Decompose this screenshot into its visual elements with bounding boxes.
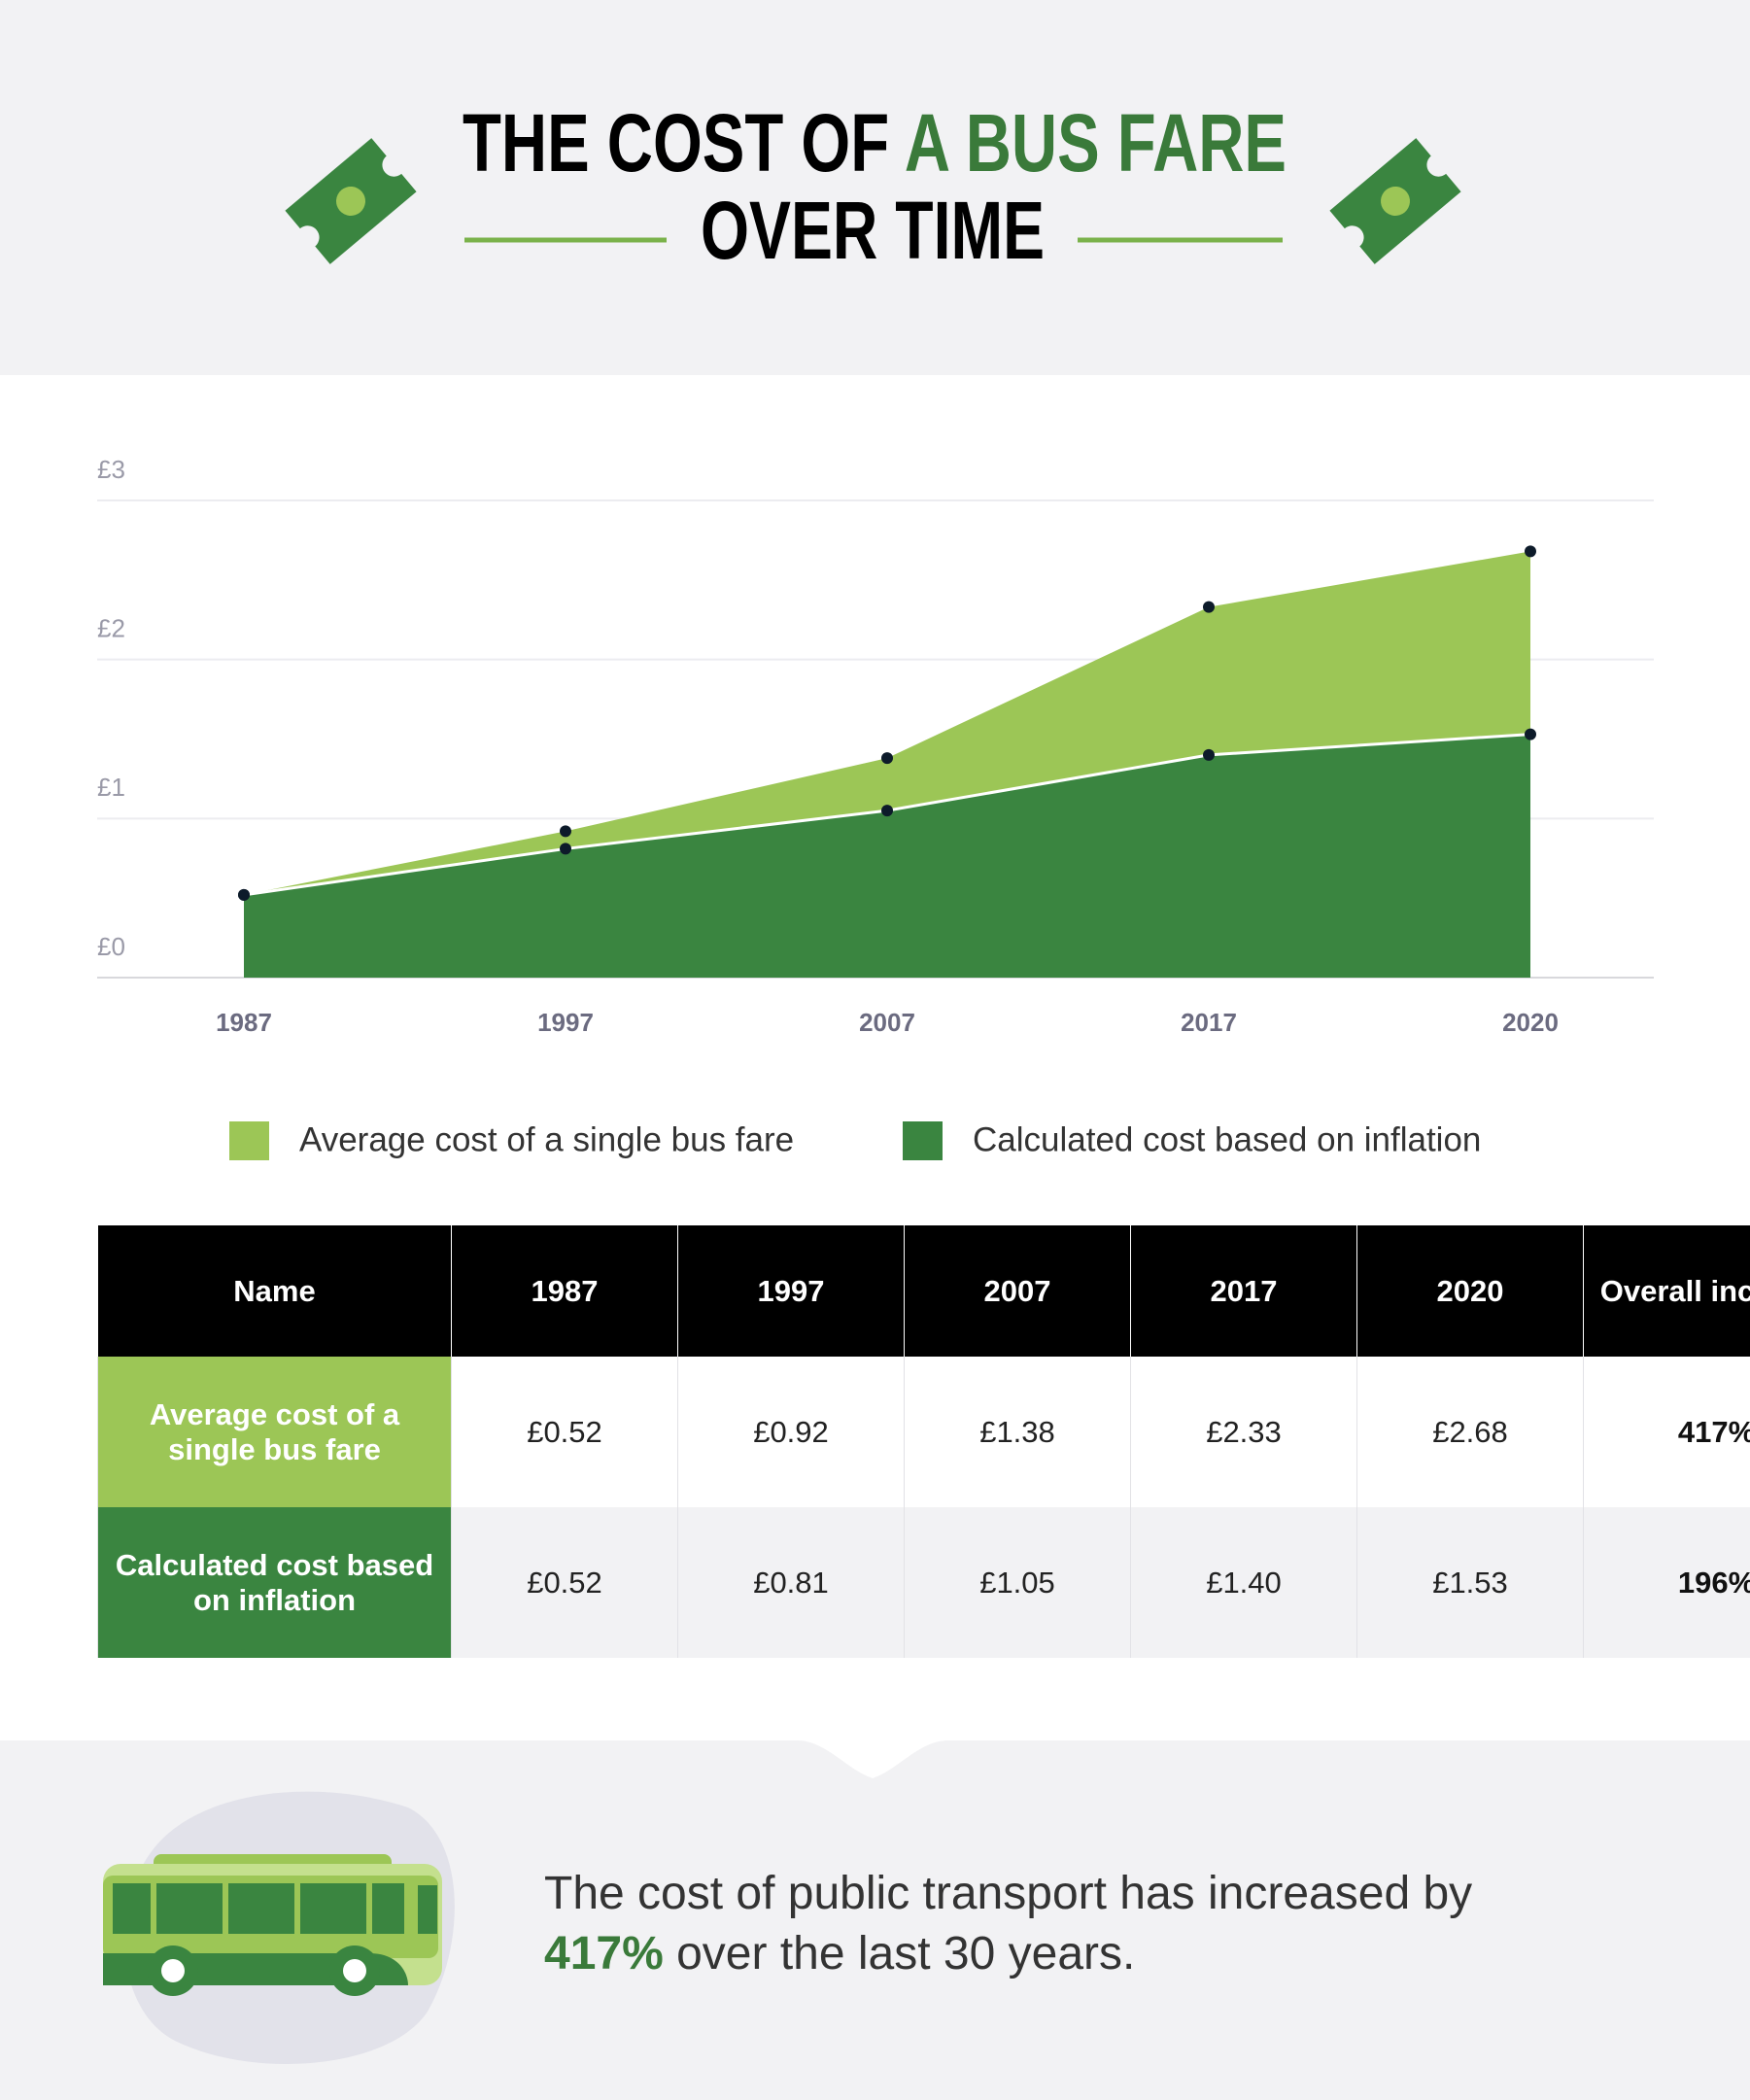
table-header-cell: 2007 [904, 1225, 1131, 1357]
point [1525, 545, 1536, 558]
y-tick-label: £0 [97, 932, 125, 961]
title-black: THE COST OF [463, 97, 889, 189]
point [881, 805, 893, 817]
table-header-cell: 2017 [1130, 1225, 1357, 1357]
row-header-cell: Calculated cost based on inflation [97, 1507, 452, 1658]
footer-text-after: over the last 30 years. [676, 1928, 1136, 1980]
header-bg [0, 0, 1750, 375]
footer-text: The cost of public transport has increas… [544, 1864, 1662, 1984]
legend: Average cost of a single bus fare Calcula… [229, 1120, 1481, 1160]
table-cell: £1.40 [1130, 1507, 1357, 1658]
x-tick-label: 2020 [1502, 1008, 1559, 1037]
table-cell: 417% [1583, 1357, 1750, 1507]
legend-swatch [229, 1121, 269, 1160]
table-cell: £0.92 [677, 1357, 905, 1507]
point [1203, 601, 1215, 613]
title-line2: OVER TIME [701, 185, 1045, 276]
y-tick-label: £1 [97, 773, 125, 802]
table-cell: £0.81 [677, 1507, 905, 1658]
y-tick-label: £3 [97, 455, 125, 484]
table-cell: £0.52 [451, 1357, 678, 1507]
x-tick-label: 1997 [537, 1008, 594, 1037]
table-header-cell: 2020 [1356, 1225, 1584, 1357]
ticket-icon [1329, 138, 1461, 264]
legend-label: Calculated cost based on inflation [973, 1120, 1481, 1158]
area [244, 734, 1530, 978]
table-cell: £1.53 [1356, 1507, 1584, 1658]
y-tick-label: £2 [97, 614, 125, 643]
row-header-cell: Average cost of a single bus fare [97, 1357, 452, 1507]
footer-text-before: The cost of public transport has increas… [544, 1868, 1473, 1919]
ticket-icon [285, 138, 417, 264]
point [560, 843, 571, 855]
title-green: A BUS FARE [905, 97, 1287, 189]
x-tick-label: 2007 [859, 1008, 915, 1037]
table-row: Calculated cost based on inflation £0.52 £… [97, 1507, 1750, 1658]
table-cell: 196% [1583, 1507, 1750, 1658]
plot: £0 £1 £2 £3 1987 1997 2007 2017 2020 [97, 455, 1654, 1037]
table-header-cell: Name [97, 1225, 452, 1357]
table-header-cell: 1997 [677, 1225, 905, 1357]
table-header-cell: Overall increase [1583, 1225, 1750, 1357]
x-tick-label: 1987 [216, 1008, 272, 1037]
legend-swatch [903, 1121, 943, 1160]
table-cell: £0.52 [451, 1507, 678, 1658]
table-cell: £1.38 [904, 1357, 1131, 1507]
table-cell: £2.33 [1130, 1357, 1357, 1507]
table-cell: £1.05 [904, 1507, 1131, 1658]
title-line1: THE COST OF A BUS FARE [463, 97, 1287, 189]
footer-notch [797, 1740, 948, 1778]
table-header-cell: 1987 [451, 1225, 678, 1357]
x-tick-label: 2017 [1181, 1008, 1237, 1037]
point [881, 752, 893, 765]
table-row: Average cost of a single bus fare £0.52 £0… [97, 1357, 1750, 1507]
footer-highlight: 417% [544, 1928, 664, 1980]
point [238, 888, 250, 901]
table-cell: £2.68 [1356, 1357, 1584, 1507]
point [1203, 748, 1215, 761]
point [560, 825, 571, 838]
bus-icon [103, 1854, 442, 1996]
legend-label: Average cost of a single bus fare [299, 1120, 794, 1158]
point [1525, 728, 1536, 740]
